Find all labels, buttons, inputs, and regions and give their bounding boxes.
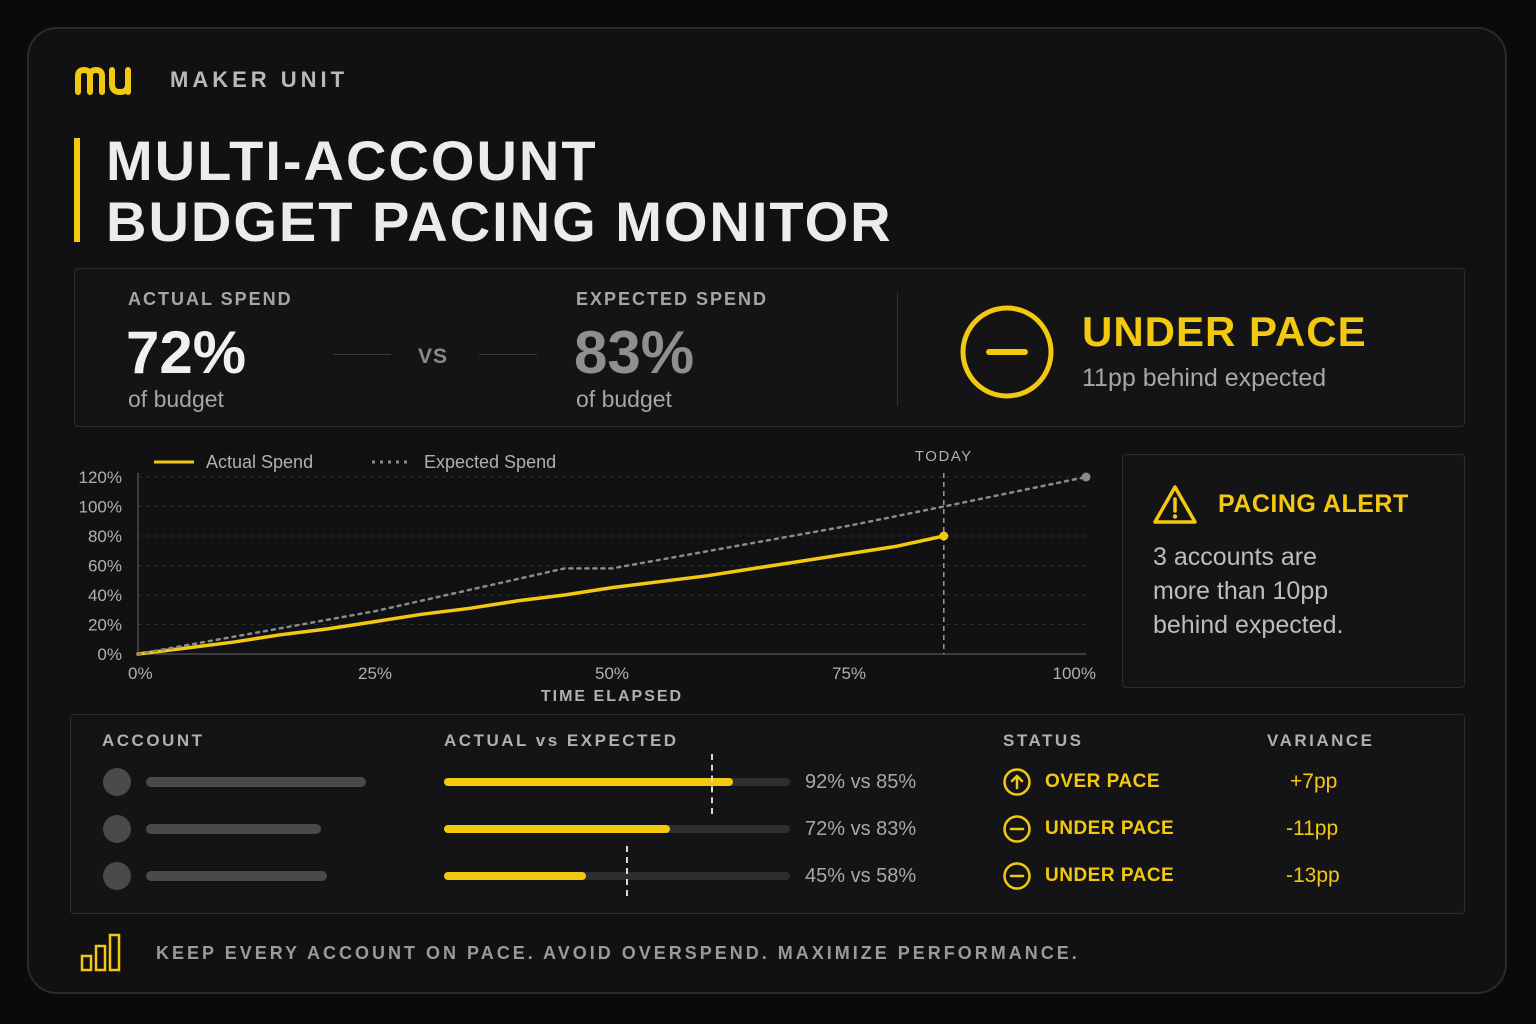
minus-circle-icon bbox=[1003, 862, 1031, 890]
pacing-chart: 0% 20% 40% 60% 80% 100% 120% 0% 25% 50% 75% 100% TIM… bbox=[79, 448, 1096, 705]
avatar bbox=[103, 768, 131, 796]
expected-marker bbox=[711, 754, 714, 814]
account-name-placeholder bbox=[146, 777, 366, 787]
y-tick-label: 120% bbox=[79, 468, 122, 487]
y-tick-label: 40% bbox=[88, 586, 122, 605]
pace-status-title: UNDER PACE bbox=[1082, 308, 1367, 355]
arrow-up-circle-icon bbox=[1003, 768, 1031, 796]
variance-value: -11pp bbox=[1286, 817, 1339, 840]
pace-status-sub: 11pp behind expected bbox=[1082, 364, 1327, 392]
pacing-alert-title: PACING ALERT bbox=[1218, 490, 1409, 518]
page-title: MULTI-ACCOUNT BUDGET PACING MONITOR bbox=[106, 130, 893, 252]
y-tick-label: 0% bbox=[97, 645, 122, 664]
variance-value: -13pp bbox=[1286, 864, 1340, 887]
minus-circle-icon bbox=[960, 305, 1054, 399]
page-title-line2: BUDGET PACING MONITOR bbox=[106, 190, 893, 253]
account-name-placeholder bbox=[146, 871, 327, 881]
actual-spend-sub: of budget bbox=[128, 386, 224, 412]
expected-spend-value: 83% bbox=[574, 319, 695, 386]
vs-divider-right bbox=[479, 354, 537, 355]
x-tick-label: 100% bbox=[1053, 664, 1096, 683]
x-tick-label: 0% bbox=[128, 664, 153, 683]
x-tick-label: 25% bbox=[358, 664, 392, 683]
vs-divider-left bbox=[333, 354, 391, 355]
pacing-alert-panel bbox=[1122, 454, 1465, 688]
mu-logo-icon bbox=[75, 66, 131, 96]
pacing-alert-line: behind expected. bbox=[1153, 611, 1344, 639]
actual-spend-endpoint bbox=[939, 531, 949, 541]
title-accent-bar bbox=[74, 138, 80, 242]
y-tick-label: 80% bbox=[88, 527, 122, 546]
y-tick-label: 60% bbox=[88, 557, 122, 576]
vs-label: VS bbox=[418, 345, 449, 368]
footer-tagline: KEEP EVERY ACCOUNT ON PACE. AVOID OVERSP… bbox=[156, 943, 1080, 963]
legend-label: Actual Spend bbox=[206, 452, 313, 472]
avatar bbox=[103, 815, 131, 843]
legend-label: Expected Spend bbox=[424, 452, 556, 472]
account-name-placeholder bbox=[146, 824, 321, 834]
x-tick-label: 75% bbox=[832, 664, 866, 683]
actual-progress-fill bbox=[444, 872, 586, 880]
variance-value: +7pp bbox=[1290, 770, 1338, 793]
expected-marker bbox=[626, 846, 629, 896]
kpi-panel bbox=[74, 268, 1465, 427]
column-header-account: ACCOUNT bbox=[102, 731, 205, 750]
actual-spend-label: ACTUAL SPEND bbox=[128, 289, 293, 309]
actual-vs-expected-text: 45% vs 58% bbox=[805, 865, 917, 887]
actual-spend-value: 72% bbox=[126, 319, 247, 386]
expected-spend-line bbox=[136, 475, 1088, 656]
actual-vs-expected-text: 92% vs 85% bbox=[805, 771, 917, 793]
status-badge: UNDER PACE bbox=[1045, 818, 1175, 839]
bar-chart-icon bbox=[80, 933, 121, 972]
today-label: TODAY bbox=[915, 448, 973, 465]
actual-spend-line bbox=[136, 534, 946, 656]
x-tick-label: 50% bbox=[595, 664, 629, 683]
page-title-line1: MULTI-ACCOUNT bbox=[106, 129, 598, 192]
expected-spend-sub: of budget bbox=[576, 386, 672, 412]
actual-progress-fill bbox=[444, 778, 734, 786]
status-badge: UNDER PACE bbox=[1045, 865, 1175, 886]
x-axis-label: TIME ELAPSED bbox=[541, 688, 683, 705]
avatar bbox=[103, 862, 131, 890]
progress-track bbox=[444, 872, 790, 880]
y-tick-label: 20% bbox=[88, 616, 122, 635]
actual-progress-fill bbox=[444, 825, 671, 833]
column-header-variance: VARIANCE bbox=[1267, 731, 1375, 750]
warning-triangle-icon bbox=[1153, 485, 1197, 524]
column-header-actual-vs-expected: ACTUAL vs EXPECTED bbox=[444, 731, 679, 750]
y-tick-label: 100% bbox=[79, 498, 122, 517]
column-header-status: STATUS bbox=[1003, 731, 1084, 750]
pacing-alert-line: 3 accounts are bbox=[1153, 543, 1317, 571]
kpi-divider bbox=[897, 292, 898, 406]
status-badge: OVER PACE bbox=[1045, 771, 1161, 792]
actual-vs-expected-text: 72% vs 83% bbox=[805, 818, 917, 840]
pacing-alert-line: more than 10pp bbox=[1153, 577, 1329, 605]
pacing-alert-body: 3 accounts are more than 10pp behind exp… bbox=[1153, 540, 1343, 642]
expected-spend-label: EXPECTED SPEND bbox=[576, 289, 769, 309]
brand-name: MAKER UNIT bbox=[170, 67, 349, 92]
expected-spend-endpoint bbox=[1081, 472, 1091, 482]
minus-circle-icon bbox=[1003, 815, 1031, 843]
